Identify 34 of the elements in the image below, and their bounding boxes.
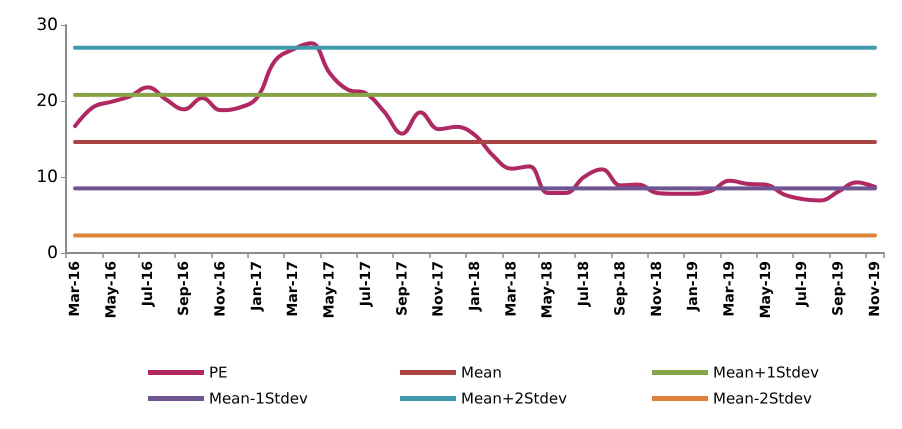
- x-tick-label: May-17: [322, 261, 338, 318]
- x-tick-label: Nov-17: [430, 261, 447, 317]
- legend-label: Mean-2Stdev: [713, 390, 812, 408]
- x-tick-label: Jul-16: [140, 261, 156, 308]
- legend-label: Mean+1Stdev: [713, 364, 820, 382]
- x-tick-label: Jul-18: [576, 261, 592, 308]
- x-tick-label: Mar-17: [285, 261, 302, 317]
- y-tick-label: 0: [47, 243, 58, 263]
- x-tick-label: Mar-19: [721, 261, 738, 317]
- x-tick-label: Jan-19: [685, 261, 702, 312]
- x-tick-label: Sep-18: [612, 261, 628, 316]
- x-tick-label: Mar-18: [503, 261, 520, 317]
- x-tick-label: Nov-19: [866, 261, 883, 317]
- x-tick-label: Sep-17: [394, 261, 410, 316]
- x-tick-label: Nov-18: [648, 261, 665, 317]
- y-tick-label: 30: [36, 15, 58, 35]
- line-series: [73, 41, 877, 203]
- x-tick-label: May-16: [103, 261, 120, 318]
- legend-label: Mean-1Stdev: [209, 390, 308, 408]
- x-tick-label: Mar-16: [67, 261, 84, 317]
- legend-label: Mean: [461, 364, 502, 382]
- x-tick-label: Sep-16: [176, 261, 192, 316]
- legend-label: PE: [209, 364, 228, 382]
- x-tick-label: Sep-19: [830, 261, 847, 316]
- legend-label: Mean+2Stdev: [461, 390, 568, 408]
- x-tick-label: Jul-17: [358, 261, 374, 308]
- x-tick-label: May-18: [540, 261, 556, 318]
- x-tick-label: May-19: [758, 261, 774, 318]
- x-tick-label: Jul-19: [794, 261, 810, 308]
- y-tick-label: 10: [36, 167, 58, 187]
- y-tick-label: 20: [36, 91, 58, 111]
- x-tick-label: Jan-18: [467, 261, 483, 312]
- x-tick-label: Jan-17: [248, 261, 265, 312]
- x-tick-label: Nov-16: [212, 261, 229, 317]
